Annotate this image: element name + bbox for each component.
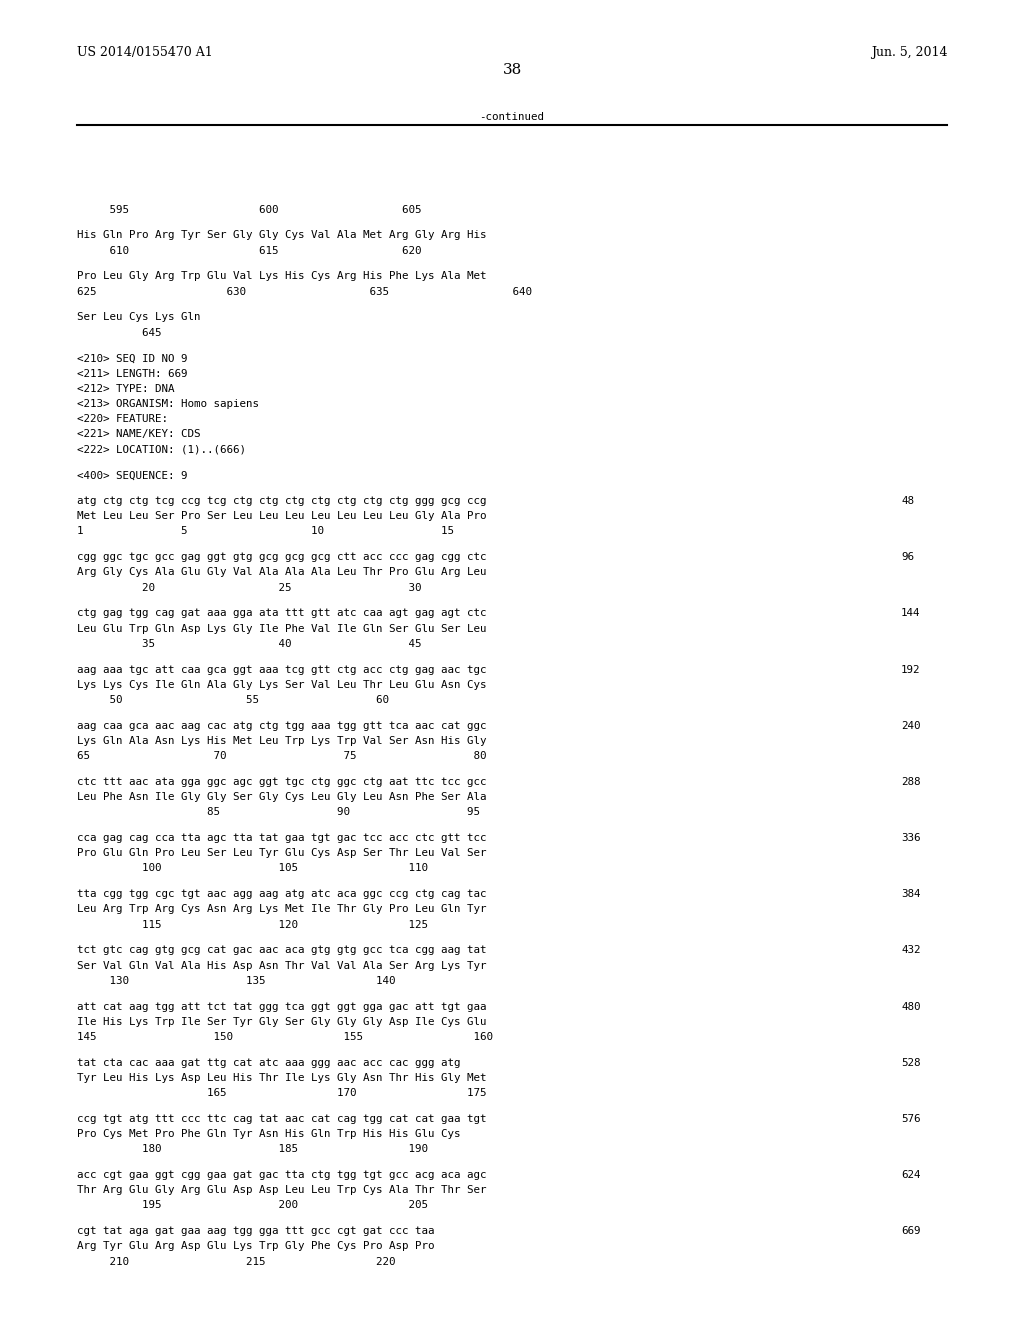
Text: 20                   25                  30: 20 25 30 [77, 582, 421, 593]
Text: Pro Leu Gly Arg Trp Glu Val Lys His Cys Arg His Phe Lys Ala Met: Pro Leu Gly Arg Trp Glu Val Lys His Cys … [77, 272, 486, 281]
Text: <210> SEQ ID NO 9: <210> SEQ ID NO 9 [77, 354, 187, 363]
Text: att cat aag tgg att tct tat ggg tca ggt ggt gga gac att tgt gaa: att cat aag tgg att tct tat ggg tca ggt … [77, 1002, 486, 1011]
Text: cgt tat aga gat gaa aag tgg gga ttt gcc cgt gat ccc taa: cgt tat aga gat gaa aag tgg gga ttt gcc … [77, 1226, 434, 1237]
Text: Leu Glu Trp Gln Asp Lys Gly Ile Phe Val Ile Gln Ser Glu Ser Leu: Leu Glu Trp Gln Asp Lys Gly Ile Phe Val … [77, 623, 486, 634]
Text: Jun. 5, 2014: Jun. 5, 2014 [870, 46, 947, 59]
Text: 595                    600                   605: 595 600 605 [77, 205, 421, 215]
Text: Arg Gly Cys Ala Glu Gly Val Ala Ala Ala Leu Thr Pro Glu Arg Leu: Arg Gly Cys Ala Glu Gly Val Ala Ala Ala … [77, 568, 486, 577]
Text: 669: 669 [901, 1226, 921, 1237]
Text: 192: 192 [901, 664, 921, 675]
Text: 48: 48 [901, 496, 914, 506]
Text: US 2014/0155470 A1: US 2014/0155470 A1 [77, 46, 213, 59]
Text: tct gtc cag gtg gcg cat gac aac aca gtg gtg gcc tca cgg aag tat: tct gtc cag gtg gcg cat gac aac aca gtg … [77, 945, 486, 956]
Text: tta cgg tgg cgc tgt aac agg aag atg atc aca ggc ccg ctg cag tac: tta cgg tgg cgc tgt aac agg aag atg atc … [77, 890, 486, 899]
Text: ctg gag tgg cag gat aaa gga ata ttt gtt atc caa agt gag agt ctc: ctg gag tgg cag gat aaa gga ata ttt gtt … [77, 609, 486, 618]
Text: Leu Phe Asn Ile Gly Gly Ser Gly Cys Leu Gly Leu Asn Phe Ser Ala: Leu Phe Asn Ile Gly Gly Ser Gly Cys Leu … [77, 792, 486, 803]
Text: acc cgt gaa ggt cgg gaa gat gac tta ctg tgg tgt gcc acg aca agc: acc cgt gaa ggt cgg gaa gat gac tta ctg … [77, 1170, 486, 1180]
Text: 210                  215                 220: 210 215 220 [77, 1257, 395, 1267]
Text: 85                  90                  95: 85 90 95 [77, 808, 480, 817]
Text: 336: 336 [901, 833, 921, 843]
Text: 144: 144 [901, 609, 921, 618]
Text: aag caa gca aac aag cac atg ctg tgg aaa tgg gtt tca aac cat ggc: aag caa gca aac aag cac atg ctg tgg aaa … [77, 721, 486, 731]
Text: 145                  150                 155                 160: 145 150 155 160 [77, 1032, 493, 1041]
Text: Thr Arg Glu Gly Arg Glu Asp Asp Leu Leu Trp Cys Ala Thr Thr Ser: Thr Arg Glu Gly Arg Glu Asp Asp Leu Leu … [77, 1185, 486, 1195]
Text: <213> ORGANISM: Homo sapiens: <213> ORGANISM: Homo sapiens [77, 399, 259, 409]
Text: <221> NAME/KEY: CDS: <221> NAME/KEY: CDS [77, 429, 201, 440]
Text: Lys Gln Ala Asn Lys His Met Leu Trp Lys Trp Val Ser Asn His Gly: Lys Gln Ala Asn Lys His Met Leu Trp Lys … [77, 735, 486, 746]
Text: 384: 384 [901, 890, 921, 899]
Text: ctc ttt aac ata gga ggc agc ggt tgc ctg ggc ctg aat ttc tcc gcc: ctc ttt aac ata gga ggc agc ggt tgc ctg … [77, 777, 486, 787]
Text: <400> SEQUENCE: 9: <400> SEQUENCE: 9 [77, 470, 187, 480]
Text: Pro Glu Gln Pro Leu Ser Leu Tyr Glu Cys Asp Ser Thr Leu Val Ser: Pro Glu Gln Pro Leu Ser Leu Tyr Glu Cys … [77, 849, 486, 858]
Text: 130                  135                 140: 130 135 140 [77, 975, 395, 986]
Text: 645: 645 [77, 327, 162, 338]
Text: 115                  120                 125: 115 120 125 [77, 920, 428, 929]
Text: 38: 38 [503, 63, 521, 78]
Text: <222> LOCATION: (1)..(666): <222> LOCATION: (1)..(666) [77, 445, 246, 454]
Text: aag aaa tgc att caa gca ggt aaa tcg gtt ctg acc ctg gag aac tgc: aag aaa tgc att caa gca ggt aaa tcg gtt … [77, 664, 486, 675]
Text: 624: 624 [901, 1170, 921, 1180]
Text: cca gag cag cca tta agc tta tat gaa tgt gac tcc acc ctc gtt tcc: cca gag cag cca tta agc tta tat gaa tgt … [77, 833, 486, 843]
Text: 180                  185                 190: 180 185 190 [77, 1144, 428, 1154]
Text: Ser Leu Cys Lys Gln: Ser Leu Cys Lys Gln [77, 313, 201, 322]
Text: atg ctg ctg tcg ccg tcg ctg ctg ctg ctg ctg ctg ctg ggg gcg ccg: atg ctg ctg tcg ccg tcg ctg ctg ctg ctg … [77, 496, 486, 506]
Text: 432: 432 [901, 945, 921, 956]
Text: 610                    615                   620: 610 615 620 [77, 246, 421, 256]
Text: <220> FEATURE:: <220> FEATURE: [77, 414, 168, 424]
Text: 576: 576 [901, 1114, 921, 1123]
Text: <212> TYPE: DNA: <212> TYPE: DNA [77, 384, 174, 393]
Text: tat cta cac aaa gat ttg cat atc aaa ggg aac acc cac ggg atg: tat cta cac aaa gat ttg cat atc aaa ggg … [77, 1057, 461, 1068]
Text: 96: 96 [901, 552, 914, 562]
Text: Ser Val Gln Val Ala His Asp Asn Thr Val Val Ala Ser Arg Lys Tyr: Ser Val Gln Val Ala His Asp Asn Thr Val … [77, 961, 486, 970]
Text: Arg Tyr Glu Arg Asp Glu Lys Trp Gly Phe Cys Pro Asp Pro: Arg Tyr Glu Arg Asp Glu Lys Trp Gly Phe … [77, 1241, 434, 1251]
Text: 1               5                   10                  15: 1 5 10 15 [77, 527, 454, 536]
Text: 100                  105                 110: 100 105 110 [77, 863, 428, 874]
Text: 528: 528 [901, 1057, 921, 1068]
Text: 195                  200                 205: 195 200 205 [77, 1200, 428, 1210]
Text: -continued: -continued [479, 112, 545, 123]
Text: 50                   55                  60: 50 55 60 [77, 694, 389, 705]
Text: Lys Lys Cys Ile Gln Ala Gly Lys Ser Val Leu Thr Leu Glu Asn Cys: Lys Lys Cys Ile Gln Ala Gly Lys Ser Val … [77, 680, 486, 690]
Text: Ile His Lys Trp Ile Ser Tyr Gly Ser Gly Gly Gly Asp Ile Cys Glu: Ile His Lys Trp Ile Ser Tyr Gly Ser Gly … [77, 1016, 486, 1027]
Text: 480: 480 [901, 1002, 921, 1011]
Text: Met Leu Leu Ser Pro Ser Leu Leu Leu Leu Leu Leu Leu Gly Ala Pro: Met Leu Leu Ser Pro Ser Leu Leu Leu Leu … [77, 511, 486, 521]
Text: 240: 240 [901, 721, 921, 731]
Text: <211> LENGTH: 669: <211> LENGTH: 669 [77, 368, 187, 379]
Text: 65                   70                  75                  80: 65 70 75 80 [77, 751, 486, 762]
Text: 625                    630                   635                   640: 625 630 635 640 [77, 286, 531, 297]
Text: 35                   40                  45: 35 40 45 [77, 639, 421, 648]
Text: cgg ggc tgc gcc gag ggt gtg gcg gcg gcg ctt acc ccc gag cgg ctc: cgg ggc tgc gcc gag ggt gtg gcg gcg gcg … [77, 552, 486, 562]
Text: His Gln Pro Arg Tyr Ser Gly Gly Cys Val Ala Met Arg Gly Arg His: His Gln Pro Arg Tyr Ser Gly Gly Cys Val … [77, 231, 486, 240]
Text: Tyr Leu His Lys Asp Leu His Thr Ile Lys Gly Asn Thr His Gly Met: Tyr Leu His Lys Asp Leu His Thr Ile Lys … [77, 1073, 486, 1082]
Text: 288: 288 [901, 777, 921, 787]
Text: Leu Arg Trp Arg Cys Asn Arg Lys Met Ile Thr Gly Pro Leu Gln Tyr: Leu Arg Trp Arg Cys Asn Arg Lys Met Ile … [77, 904, 486, 915]
Text: Pro Cys Met Pro Phe Gln Tyr Asn His Gln Trp His His Glu Cys: Pro Cys Met Pro Phe Gln Tyr Asn His Gln … [77, 1129, 461, 1139]
Text: 165                 170                 175: 165 170 175 [77, 1088, 486, 1098]
Text: ccg tgt atg ttt ccc ttc cag tat aac cat cag tgg cat cat gaa tgt: ccg tgt atg ttt ccc ttc cag tat aac cat … [77, 1114, 486, 1123]
